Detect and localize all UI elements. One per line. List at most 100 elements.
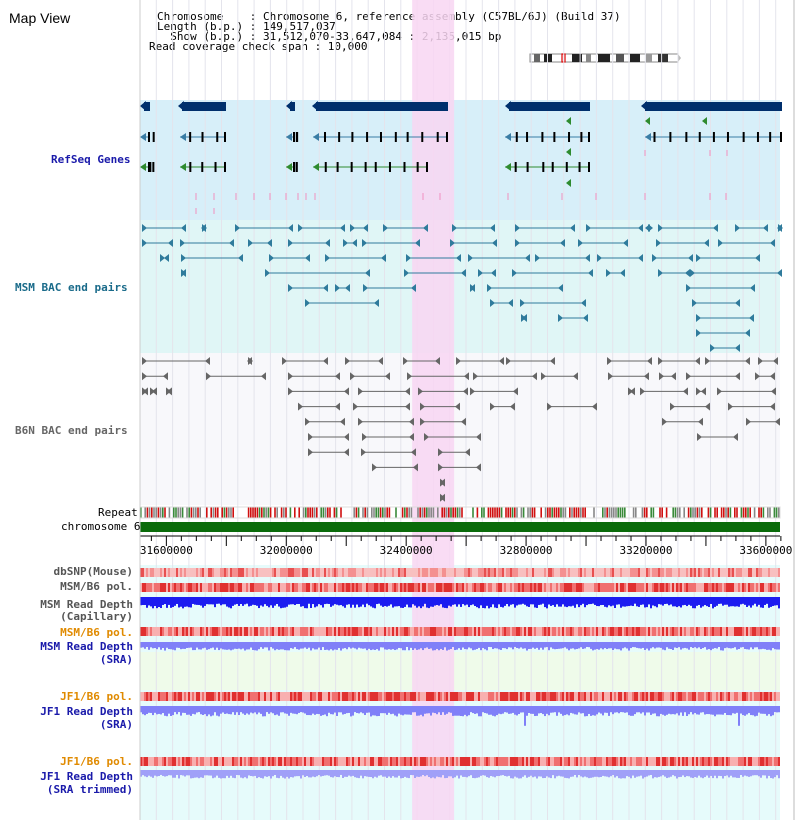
gene-model xyxy=(286,132,299,142)
msm-depth-cap-sub-label: (Capillary) xyxy=(60,610,133,623)
chromosome-6-bar xyxy=(140,522,780,532)
msm-bac-pair xyxy=(181,254,243,262)
gene-model xyxy=(180,162,226,172)
msm-pol-label-1: MSM/B6 pol. xyxy=(60,580,133,593)
b6n-bac-pair xyxy=(490,402,515,411)
msm-bac-pair xyxy=(696,329,750,337)
msm-bac-pair xyxy=(362,239,420,247)
msm-bac-pair xyxy=(142,239,173,247)
jf1-depth-trim-sub-label: (SRA trimmed) xyxy=(46,783,133,796)
msm-bac-pair xyxy=(142,224,186,232)
b6n-bac-label: B6N BAC end pairs xyxy=(15,424,128,437)
msm-depth-sra-label: MSM Read Depth xyxy=(40,640,133,653)
gene-arrow xyxy=(645,117,650,125)
gene-model xyxy=(140,132,155,142)
msm-depth-sra-sub-label: (SRA) xyxy=(99,653,133,666)
sra-background xyxy=(140,652,780,690)
ruler-tick-label: 32800000 xyxy=(500,544,553,557)
heatmap-tracks xyxy=(140,568,780,766)
msm-bac-pair xyxy=(658,224,718,232)
gene-model xyxy=(505,162,590,172)
b6n-bac-pair xyxy=(755,372,775,381)
b6n-bac-pair xyxy=(659,372,676,381)
jf1-depth-trim-label: JF1 Read Depth xyxy=(40,770,133,783)
msm-bac-pair xyxy=(269,254,310,262)
msm-bac-pair xyxy=(558,314,588,322)
jf1-depth-sra-sub-label: (SRA) xyxy=(99,718,133,731)
msm-bac-pair xyxy=(383,224,428,232)
b6n-bac-pair xyxy=(697,433,738,441)
b6n-bac-pair xyxy=(420,402,460,411)
jf1-pol-label-1: JF1/B6 pol. xyxy=(60,690,133,703)
chromosome-label: chromosome 6 xyxy=(61,520,141,533)
b6n-bac-pair xyxy=(456,357,504,365)
ruler-tick-label: 32000000 xyxy=(260,544,313,557)
dbsnp-label: dbSNP(Mouse) xyxy=(53,565,133,578)
msm-bac-pair xyxy=(180,239,234,247)
gene-arrow xyxy=(566,148,571,156)
b6n-bac-pair xyxy=(150,387,157,396)
b6n-bac-pair xyxy=(308,448,349,457)
gene-model xyxy=(313,162,428,172)
msm-bac-pair xyxy=(520,299,586,307)
msm-bac-pair xyxy=(606,269,625,277)
msm-bac-pair xyxy=(325,254,386,262)
msm-pol-label-2: MSM/B6 pol. xyxy=(60,626,133,639)
length-info-line: Length (b.p.) : 149,517,037 xyxy=(157,20,336,33)
b6n-bac-pair xyxy=(345,357,383,365)
msm-bac-pair xyxy=(777,224,783,232)
b6n-background xyxy=(140,353,780,505)
coverage-span-info-line: Read coverage check span : 10,000 xyxy=(149,40,368,53)
msm-bac-pair xyxy=(404,269,466,277)
b6n-bac-pair xyxy=(424,433,481,441)
msm-bac-pair xyxy=(735,224,768,232)
b6n-bac-pair xyxy=(308,433,349,441)
chromosome-bar xyxy=(140,522,780,532)
repeat-track xyxy=(139,506,781,519)
depth-tracks xyxy=(140,597,780,779)
b6n-bac-pair xyxy=(686,372,740,381)
msm-bac-pair xyxy=(235,224,293,232)
msm-bac-pair xyxy=(696,254,760,262)
msm-bac-pair xyxy=(710,344,740,352)
ruler-tick-label: 31600000 xyxy=(140,544,193,557)
b6n-bac-pair xyxy=(353,402,410,411)
msm-bac-pair xyxy=(305,299,379,307)
msm-bac-pair xyxy=(288,239,330,247)
msm-bac-pair xyxy=(201,224,207,232)
msm-bac-pair xyxy=(586,224,643,232)
b6n-bac-pair xyxy=(282,357,328,365)
b6n-bac-pair xyxy=(547,402,597,411)
b6n-bac-pair xyxy=(640,387,688,396)
b6n-bac-pair xyxy=(166,387,172,396)
msm-bac-pair xyxy=(452,224,495,232)
gene-arrow xyxy=(566,117,571,125)
b6n-bac-pair xyxy=(506,357,555,365)
gene-model xyxy=(645,132,782,142)
msm-bac-pair xyxy=(160,254,169,262)
gene-model xyxy=(641,101,782,111)
msm-bac-label: MSM BAC end pairs xyxy=(15,281,128,294)
b6n-bac-pair xyxy=(438,463,481,472)
msm-bac-pair xyxy=(181,269,186,277)
msm-bac-pair xyxy=(478,269,496,277)
jf1-depth-sra-label: JF1 Read Depth xyxy=(40,705,133,718)
msm-bac-pair xyxy=(288,284,328,292)
b6n-bac-pair xyxy=(473,372,537,381)
gene-model xyxy=(286,101,295,111)
repeat-label: Repeat xyxy=(98,506,138,519)
b6n-bac-pair xyxy=(142,387,148,396)
b6n-bac-pair xyxy=(705,357,750,365)
msm-bac-pair xyxy=(298,224,345,232)
b6n-bac-pair xyxy=(358,417,414,426)
msm-bac-pair xyxy=(692,299,740,307)
msm-bac-pair xyxy=(696,314,754,322)
msm-bac-pair xyxy=(658,269,690,277)
msm-bac-track xyxy=(142,224,783,352)
msm-bac-pair xyxy=(645,224,653,232)
msm-bac-pair xyxy=(490,299,513,307)
msm-bac-pair xyxy=(470,284,475,292)
msm-bac-pair xyxy=(468,254,530,262)
